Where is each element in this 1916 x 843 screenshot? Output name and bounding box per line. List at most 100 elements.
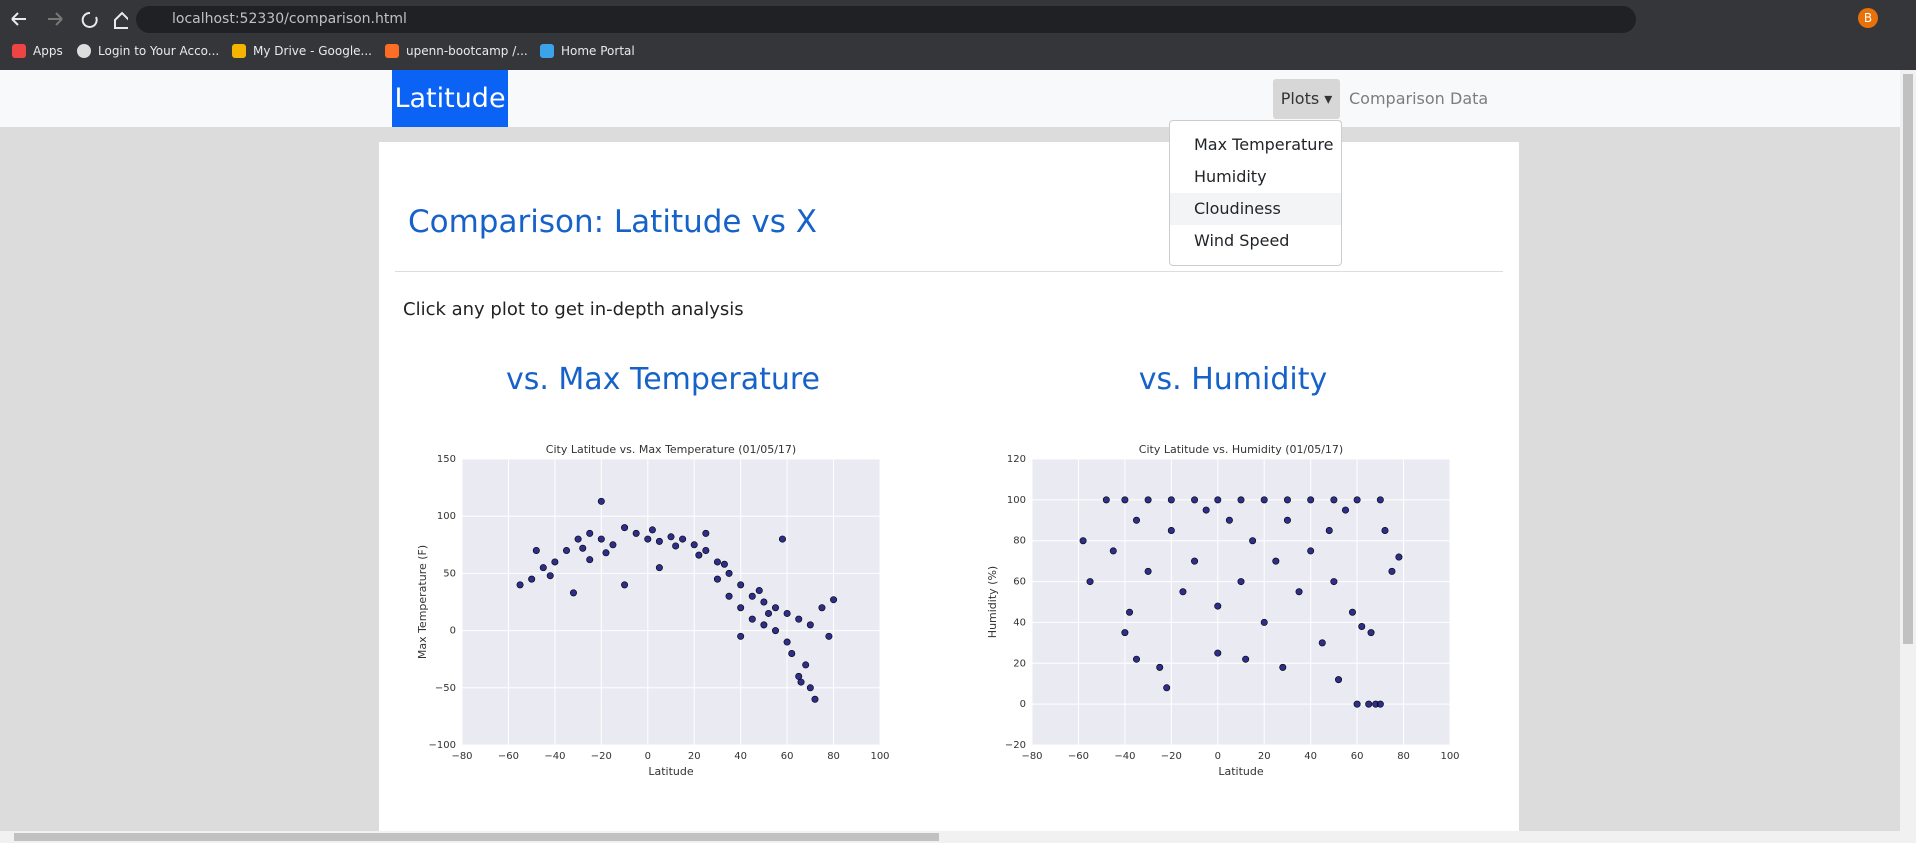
y-tick-label: 20 bbox=[1013, 658, 1026, 669]
point bbox=[648, 526, 656, 534]
page-title: Comparison: Latitude vs X bbox=[408, 204, 817, 240]
point bbox=[1376, 496, 1384, 504]
point bbox=[825, 632, 833, 640]
point bbox=[1307, 496, 1315, 504]
point bbox=[609, 541, 617, 549]
point bbox=[1237, 496, 1245, 504]
point bbox=[667, 533, 675, 541]
point bbox=[1121, 629, 1129, 637]
point bbox=[778, 535, 786, 543]
brand[interactable]: Latitude bbox=[392, 70, 508, 127]
point bbox=[1079, 537, 1087, 545]
point bbox=[516, 581, 524, 589]
y-tick-label: −50 bbox=[435, 683, 456, 694]
point bbox=[737, 581, 745, 589]
point bbox=[1133, 655, 1141, 663]
y-tick-label: 0 bbox=[1020, 699, 1026, 710]
point bbox=[597, 497, 605, 505]
point bbox=[702, 529, 710, 537]
bookmark[interactable]: My Drive - Google... bbox=[253, 44, 372, 58]
profile-avatar[interactable]: B bbox=[1858, 8, 1878, 28]
point bbox=[1121, 496, 1129, 504]
x-axis-label: Latitude bbox=[1218, 765, 1264, 778]
bookmark[interactable]: upenn-bootcamp /... bbox=[406, 44, 528, 58]
point bbox=[1167, 527, 1175, 535]
point bbox=[1133, 516, 1141, 524]
browser-toolbar: localhost:52330/comparison.html B bbox=[0, 0, 1916, 36]
point bbox=[644, 535, 652, 543]
point bbox=[1214, 649, 1222, 657]
point bbox=[1179, 588, 1187, 596]
section-title: vs. Max Temperature bbox=[505, 362, 821, 397]
x-tick-label: 0 bbox=[1215, 751, 1221, 762]
point bbox=[586, 556, 594, 564]
x-tick-label: 20 bbox=[1258, 751, 1271, 762]
x-tick-label: 0 bbox=[645, 751, 651, 762]
point bbox=[713, 558, 721, 566]
bookmark[interactable]: Login to Your Acco... bbox=[98, 44, 220, 58]
chart-title: City Latitude vs. Max Temperature (01/05… bbox=[546, 443, 796, 456]
nav-link[interactable]: Plots ▾ bbox=[1273, 79, 1340, 119]
scrollbar-thumb[interactable] bbox=[14, 833, 939, 841]
y-tick-label: 60 bbox=[1013, 577, 1026, 588]
x-tick-label: 60 bbox=[1351, 751, 1364, 762]
point bbox=[1381, 527, 1389, 535]
point bbox=[1330, 496, 1338, 504]
point bbox=[783, 609, 791, 617]
point bbox=[1086, 578, 1094, 586]
point bbox=[1156, 663, 1164, 671]
dropdown-item[interactable]: Humidity bbox=[1194, 167, 1267, 186]
point bbox=[621, 581, 629, 589]
nav-link-text[interactable]: Plots bbox=[1280, 89, 1320, 108]
point bbox=[737, 604, 745, 612]
y-axis-label: Max Temperature (F) bbox=[416, 545, 429, 659]
point bbox=[1341, 506, 1349, 514]
x-tick-label: −60 bbox=[498, 751, 519, 762]
bookmark[interactable]: Apps bbox=[33, 44, 63, 58]
scatter-chart[interactable]: City Latitude vs. Humidity (01/05/17) Lat… bbox=[970, 430, 1470, 780]
point bbox=[760, 598, 768, 606]
dropdown-item[interactable]: Cloudiness bbox=[1170, 193, 1341, 225]
point bbox=[760, 621, 768, 629]
point bbox=[1325, 527, 1333, 535]
y-tick-label: 0 bbox=[450, 626, 456, 637]
dropdown-item[interactable]: Max Temperature bbox=[1194, 135, 1334, 154]
scrollbar-thumb[interactable] bbox=[1903, 74, 1913, 644]
address-bar[interactable]: localhost:52330/comparison.html bbox=[136, 6, 1636, 33]
x-tick-label: 40 bbox=[1304, 751, 1317, 762]
point bbox=[579, 544, 587, 552]
point bbox=[795, 615, 803, 623]
plot-area bbox=[462, 459, 880, 745]
nav-link[interactable]: Comparison bbox=[1349, 89, 1445, 108]
point bbox=[811, 695, 819, 703]
y-tick-label: −100 bbox=[429, 740, 456, 751]
bookmark[interactable]: Home Portal bbox=[561, 44, 635, 58]
point bbox=[1102, 496, 1110, 504]
point bbox=[1330, 578, 1338, 586]
point bbox=[597, 535, 605, 543]
point bbox=[1237, 578, 1245, 586]
point bbox=[1191, 557, 1199, 565]
x-tick-label: 80 bbox=[1397, 751, 1410, 762]
dropdown-item[interactable]: Wind Speed bbox=[1194, 231, 1290, 250]
navbar bbox=[0, 70, 1900, 127]
point bbox=[632, 529, 640, 537]
x-tick-label: 60 bbox=[781, 751, 794, 762]
x-tick-label: 40 bbox=[734, 751, 747, 762]
point bbox=[1167, 496, 1175, 504]
scatter-chart[interactable]: City Latitude vs. Max Temperature (01/05… bbox=[400, 430, 900, 780]
nav-link[interactable]: Data bbox=[1450, 89, 1489, 108]
point bbox=[1214, 602, 1222, 610]
y-axis-label: Humidity (%) bbox=[986, 566, 999, 638]
point bbox=[528, 575, 536, 583]
point bbox=[546, 572, 554, 580]
point bbox=[1144, 496, 1152, 504]
point bbox=[806, 684, 814, 692]
nav-buttons[interactable] bbox=[8, 8, 128, 30]
y-tick-label: −20 bbox=[1005, 740, 1026, 751]
x-tick-label: −80 bbox=[1021, 751, 1042, 762]
point bbox=[755, 587, 763, 595]
point bbox=[765, 609, 773, 617]
